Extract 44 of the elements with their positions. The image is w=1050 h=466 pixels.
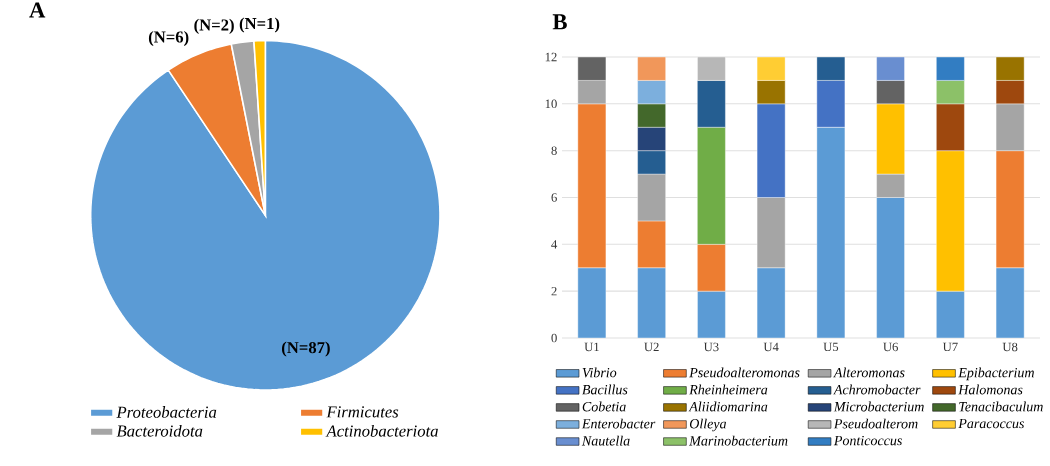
y-tick-label: 0 [551,333,557,343]
legend-label: Cobetia [582,401,626,412]
x-tick-label: U6 [883,342,898,352]
legend-label: Olleya [689,418,727,432]
data-label: (N=87) [281,341,330,357]
data-label: (N=2) [194,18,234,34]
legend-label: Pseudoalterom [833,418,918,429]
legend-label: Alteromonas [833,367,905,378]
legend-label: Firmicutes [326,406,399,418]
legend-label: Proteobacteria [116,406,217,418]
chart-title: B [552,14,567,30]
x-tick-label: U2 [644,342,659,352]
x-tick-label: U5 [823,342,839,352]
x-tick-label: U7 [942,342,958,352]
y-tick-label: 8 [551,146,557,155]
legend-label: Enterobacter [581,418,656,429]
legend-label: Ponticoccus [833,435,902,446]
x-tick-label: U1 [584,342,599,352]
legend-label: Microbacterium [833,401,924,412]
x-tick-label: U4 [763,342,779,352]
y-tick-label: 6 [551,193,557,202]
y-tick-label: 4 [551,240,558,249]
y-tick-label: 2 [551,286,557,296]
legend-label: Bacteroidota [116,424,203,437]
legend-label: Achromobacter [833,384,921,395]
legend-label: Epibacterium [958,367,1034,381]
legend-label: Aliidiomarina [688,401,768,412]
legend-label: Actinobacteriota [325,424,438,437]
chart-title: A [29,2,46,18]
legend-label: Marinobacterium [689,435,788,446]
legend-label: Pseudoalteromonas [689,367,800,378]
y-tick-label: 12 [545,52,557,62]
legend-label: Tenacibaculum [959,401,1043,412]
legend-label: Paracoccus [958,418,1024,429]
x-tick-label: U3 [703,342,719,352]
legend-label: Bacillus [582,384,628,395]
legend-label: Vibrio [582,367,617,378]
legend-label: Rheinheimera [689,384,768,395]
legend-label: Halomonas [958,384,1023,395]
legend-label: Nautella [581,435,630,446]
x-tick-label: U8 [1002,342,1018,352]
data-label: (N=6) [148,30,189,47]
data-label: (N=1) [239,17,280,33]
y-tick-label: 10 [545,99,557,109]
